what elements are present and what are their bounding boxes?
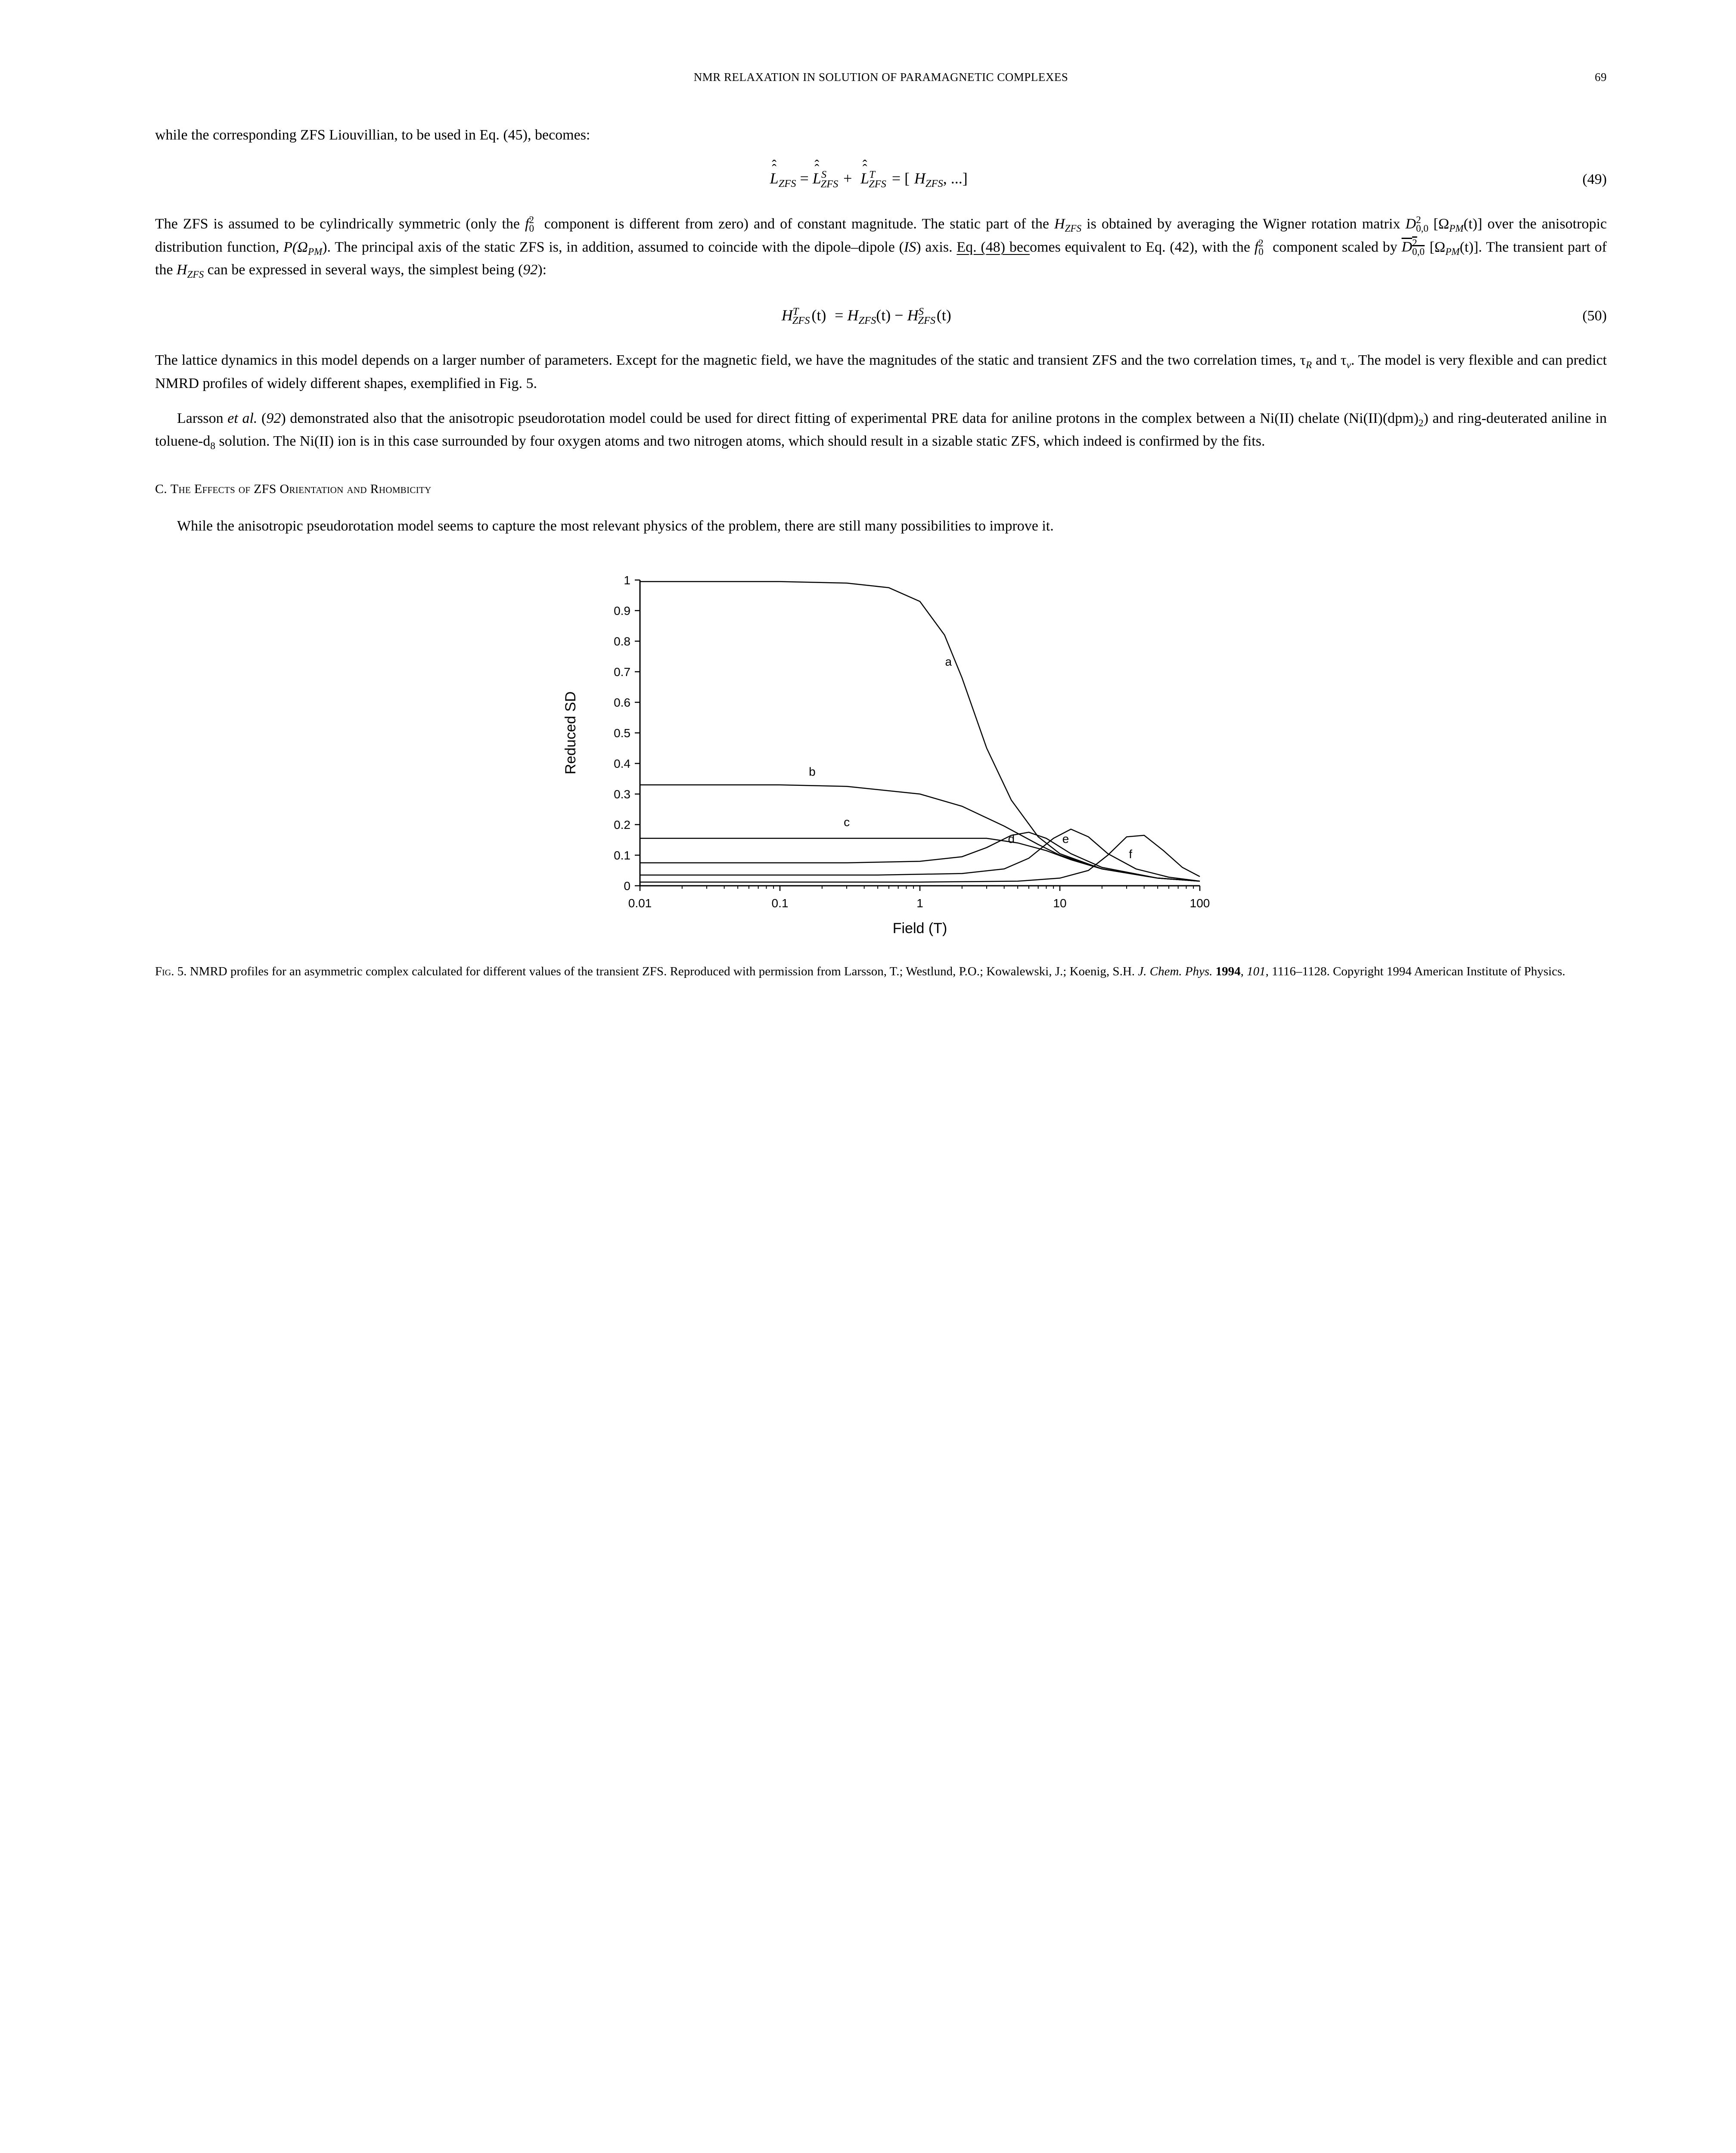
svg-text:0.01: 0.01 bbox=[628, 897, 652, 910]
equation-49-body: LZFS = LSZFS + LTZFS = [HZFS, ...] bbox=[770, 167, 968, 192]
equation-49-number: (49) bbox=[1582, 169, 1607, 190]
page-number: 69 bbox=[1555, 69, 1607, 86]
section-c-heading: C. The Effects of ZFS Orientation and Rh… bbox=[155, 480, 1607, 499]
equation-49: LZFS = LSZFS + LTZFS = [HZFS, ...] (49) bbox=[155, 167, 1607, 192]
header-spacer bbox=[155, 69, 207, 86]
series-a bbox=[640, 581, 1200, 881]
series-label-d: d bbox=[1008, 832, 1015, 845]
equation-50-body: HTZFS(t) = HZFS(t) − HSZFS(t) bbox=[782, 304, 956, 329]
series-label-a: a bbox=[945, 655, 952, 668]
equation-50: HTZFS(t) = HZFS(t) − HSZFS(t) (50) bbox=[155, 304, 1607, 329]
svg-text:0.5: 0.5 bbox=[614, 726, 630, 740]
svg-text:1: 1 bbox=[916, 897, 923, 910]
running-header: NMR RELAXATION IN SOLUTION OF PARAMAGNET… bbox=[155, 69, 1607, 86]
svg-text:0.1: 0.1 bbox=[614, 849, 630, 862]
svg-text:0.1: 0.1 bbox=[771, 897, 788, 910]
series-label-e: e bbox=[1062, 832, 1069, 845]
svg-text:0.8: 0.8 bbox=[614, 635, 630, 648]
svg-text:0.6: 0.6 bbox=[614, 696, 630, 709]
figure-5: 0 0.1 0.2 0.3 0.4 0.5 0.6 0.7 0.8 0.9 1 0.01 0.1 1 10 1… bbox=[155, 563, 1607, 980]
series-label-b: b bbox=[809, 765, 816, 778]
para-lattice-dynamics: The lattice dynamics in this model depen… bbox=[155, 350, 1607, 394]
svg-text:0: 0 bbox=[624, 879, 630, 893]
series-b bbox=[640, 785, 1200, 881]
svg-text:0.9: 0.9 bbox=[614, 604, 630, 617]
series-label-f: f bbox=[1129, 847, 1132, 861]
running-title: NMR RELAXATION IN SOLUTION OF PARAMAGNET… bbox=[207, 69, 1555, 86]
svg-text:0.3: 0.3 bbox=[614, 788, 630, 801]
equation-50-number: (50) bbox=[1582, 305, 1607, 326]
para-intro: while the corresponding ZFS Liouvillian,… bbox=[155, 124, 1607, 146]
para-section-c-intro: While the anisotropic pseudorotation mod… bbox=[155, 515, 1607, 537]
svg-text:Reduced SD: Reduced SD bbox=[562, 691, 579, 774]
svg-text:1: 1 bbox=[624, 574, 630, 587]
para-larsson: Larsson et al. (92) demonstrated also th… bbox=[155, 408, 1607, 454]
svg-text:0.7: 0.7 bbox=[614, 665, 630, 679]
series-e bbox=[640, 829, 1200, 881]
svg-text:0.4: 0.4 bbox=[614, 757, 630, 770]
series-label-c: c bbox=[844, 815, 850, 828]
figure-5-caption: Fig. 5. NMRD profiles for an asymmetric … bbox=[155, 963, 1607, 980]
svg-text:Field (T): Field (T) bbox=[892, 920, 947, 937]
svg-text:0.2: 0.2 bbox=[614, 818, 630, 831]
figure-5-chart: 0 0.1 0.2 0.3 0.4 0.5 0.6 0.7 0.8 0.9 1 0.01 0.1 1 10 1… bbox=[537, 563, 1226, 950]
para-zfs-symmetry: The ZFS is assumed to be cylindrically s… bbox=[155, 213, 1607, 282]
svg-text:10: 10 bbox=[1053, 897, 1066, 910]
svg-text:100: 100 bbox=[1189, 897, 1210, 910]
